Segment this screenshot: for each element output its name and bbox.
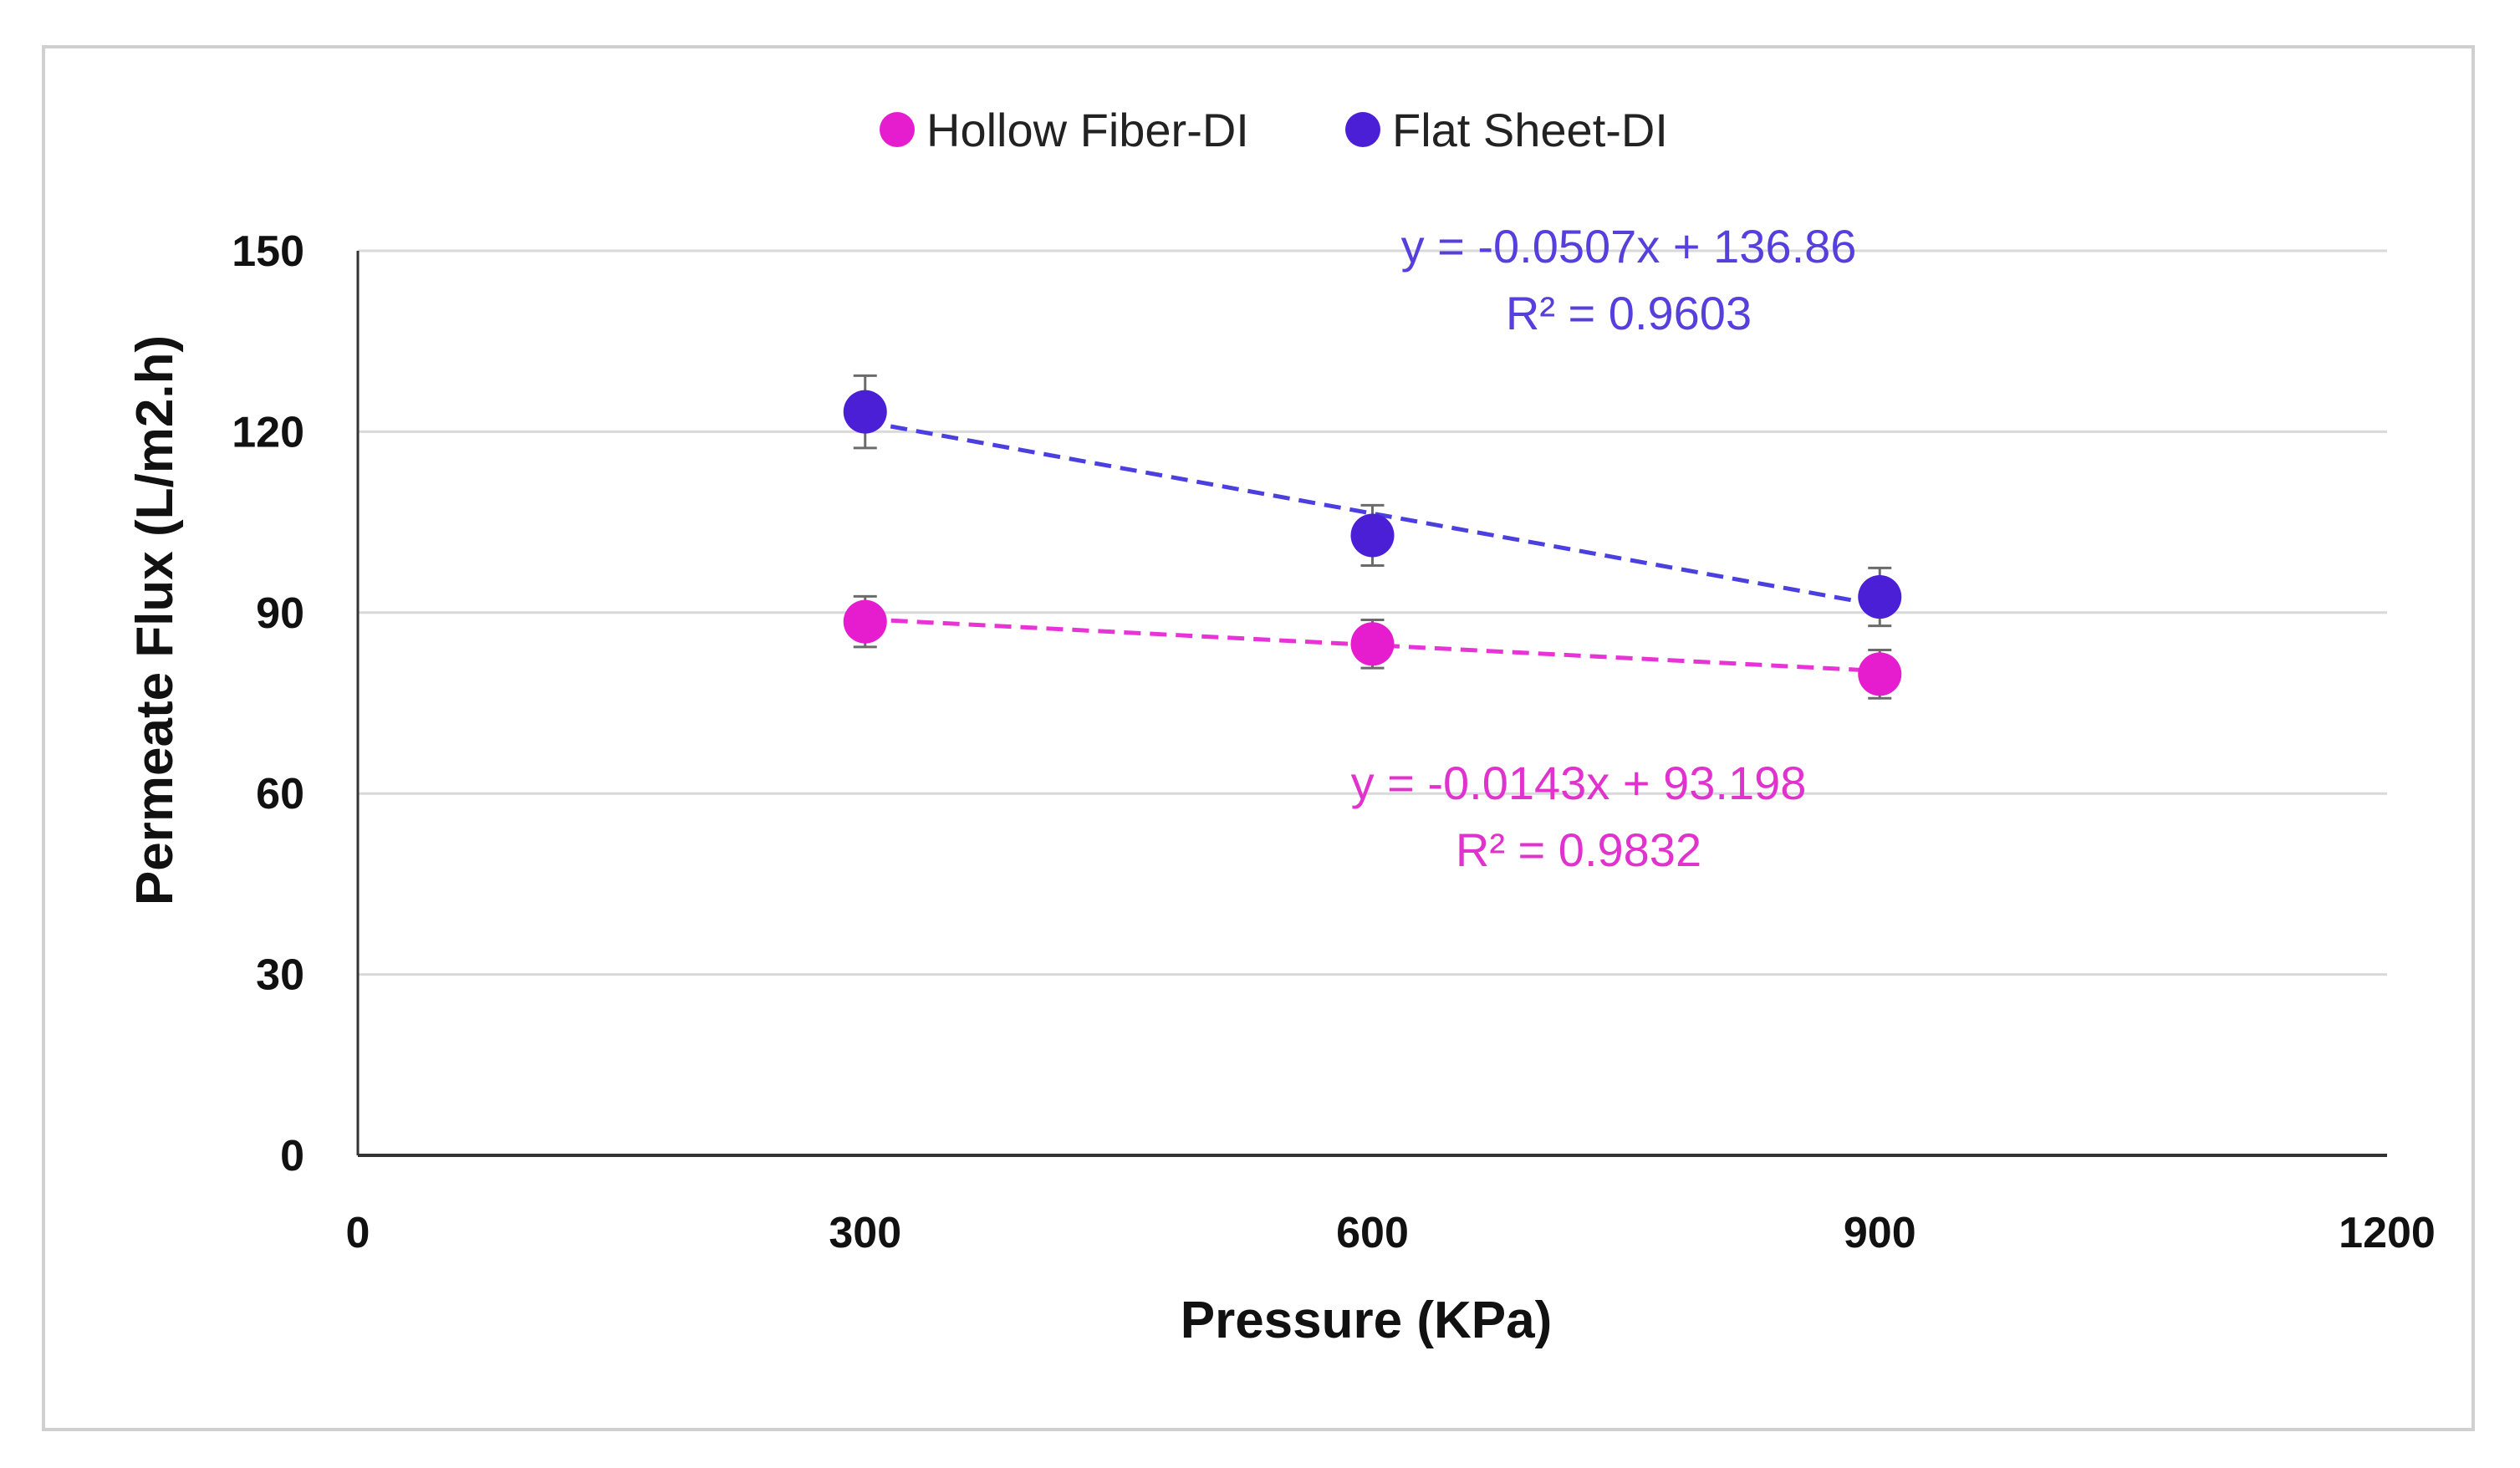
y-axis-title: Permeate Flux (L/m2.h)	[126, 335, 184, 905]
x-tick-labels: 0 300 600 900 1200	[346, 1209, 2436, 1257]
chart-frame	[42, 45, 2475, 1431]
data-point-flat-sheet-di-600	[1350, 513, 1395, 558]
x-axis-title: Pressure (KPa)	[1181, 1292, 1553, 1349]
axes	[356, 251, 2387, 1157]
legend-marker-hollow-fiber	[880, 112, 915, 147]
y-tick-label-150: 150	[232, 227, 304, 276]
data-points	[843, 390, 1902, 696]
x-tick-label-300: 300	[829, 1209, 901, 1257]
equation-hollow-fiber: y = -0.0143x + 93.198	[1351, 757, 1807, 809]
x-tick-label-600: 600	[1336, 1209, 1409, 1257]
y-tick-label-0: 0	[280, 1132, 304, 1180]
data-point-flat-sheet-di-900	[1858, 575, 1902, 619]
data-point-hollow-fiber-di-300	[843, 599, 887, 644]
y-tick-labels: 0 30 60 90 120 150	[232, 227, 304, 1180]
x-tick-label-900: 900	[1844, 1209, 1916, 1257]
r2-hollow-fiber: R² = 0.9832	[1456, 823, 1701, 876]
x-tick-label-0: 0	[346, 1209, 370, 1257]
data-point-hollow-fiber-di-600	[1350, 622, 1395, 666]
equation-flat-sheet: y = -0.0507x + 136.86	[1401, 220, 1857, 273]
trendline-flat-sheet-di	[865, 420, 1880, 608]
legend-marker-flat-sheet	[1345, 112, 1380, 147]
y-tick-label-120: 120	[232, 408, 304, 456]
trendline-equations: y = -0.0507x + 136.86 R² = 0.9603 y = -0…	[1351, 220, 1857, 876]
data-point-flat-sheet-di-300	[843, 390, 887, 434]
y-tick-label-60: 60	[256, 770, 304, 818]
r2-flat-sheet: R² = 0.9603	[1506, 287, 1752, 339]
legend-label-flat-sheet: Flat Sheet-DI	[1392, 104, 1668, 156]
y-tick-label-90: 90	[256, 589, 304, 638]
legend-label-hollow-fiber: Hollow Fiber-DI	[926, 104, 1249, 156]
legend: Hollow Fiber-DI Flat Sheet-DI	[880, 104, 1668, 156]
x-tick-label-1200: 1200	[2339, 1209, 2436, 1257]
gridlines	[358, 249, 2387, 976]
y-tick-label-30: 30	[256, 951, 304, 1000]
data-point-hollow-fiber-di-900	[1858, 652, 1902, 696]
